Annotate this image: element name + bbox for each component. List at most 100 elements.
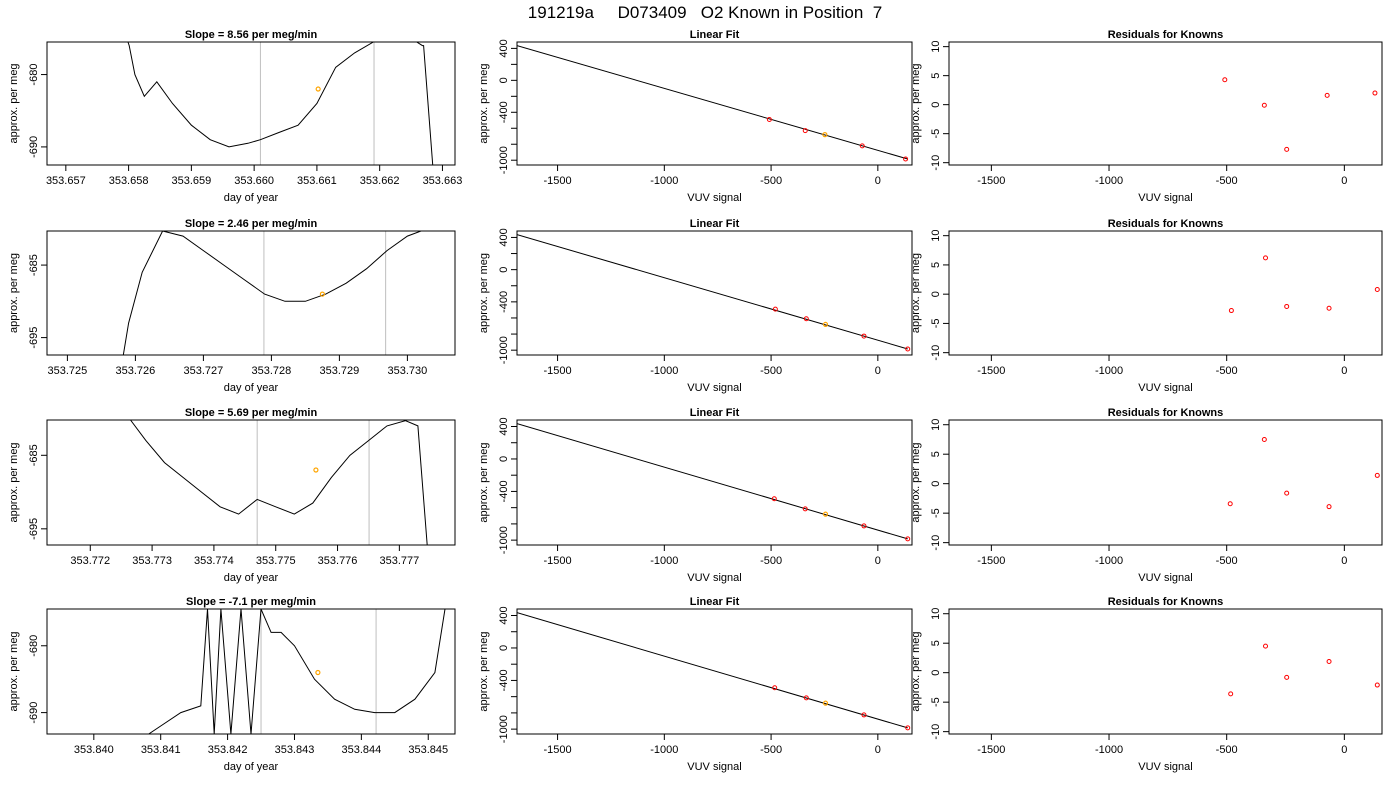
y-tick-label: 0: [498, 77, 510, 83]
panel-title: Slope = 2.46 per meg/min: [185, 218, 318, 230]
known-point: [766, 116, 772, 122]
known-point: [1374, 286, 1380, 292]
known-point: [1372, 90, 1378, 96]
signal-trace: [130, 420, 428, 545]
y-tick-label: -685: [28, 444, 40, 466]
fit-line: [517, 234, 908, 350]
unknown-point: [315, 86, 321, 92]
x-tick-label: -1000: [650, 175, 678, 187]
known-point: [903, 156, 909, 162]
y-axis-title: approx. per meg: [910, 63, 922, 143]
known-point: [1228, 691, 1234, 697]
y-tick-label: -695: [28, 518, 40, 540]
y-tick-label: -10: [930, 535, 942, 551]
x-tick-label: -1000: [1095, 175, 1123, 187]
x-tick-label: 353.772: [70, 555, 110, 567]
plot-frame: [46, 419, 456, 546]
y-tick-label: 0: [930, 670, 942, 676]
plot-area: [127, 42, 434, 165]
x-tick-label: 353.845: [408, 744, 448, 756]
known-point: [1284, 490, 1290, 496]
x-tick-label: -1500: [977, 175, 1005, 187]
signal-trace: [127, 42, 434, 165]
x-tick-label: -500: [760, 555, 782, 567]
panel-slope-4: Slope = -7.1 per meg/min 353.840 353.841 35…: [8, 596, 456, 773]
known-point: [905, 725, 911, 731]
x-tick-label: 0: [1341, 555, 1347, 567]
y-tick-label: 10: [930, 608, 942, 620]
unknown-point: [319, 291, 325, 297]
x-tick-label: 353.777: [379, 555, 419, 567]
y-tick-label: -5: [930, 697, 942, 707]
panel-slope-1: Slope = 8.56 per meg/min 353.657 353.658 35…: [8, 29, 462, 204]
plot-frame: [516, 230, 913, 356]
plot-area: [517, 423, 911, 542]
panel-fit-1: Linear Fit -1500 -1000 -500 0 400 0 -400 -1000 VU…: [478, 29, 913, 204]
known-point: [1263, 255, 1269, 261]
panel-fit-3: Linear Fit -1500 -1000 -500 0 400 0 -400 -1000 VU…: [478, 407, 913, 584]
panel-title: Slope = 5.69 per meg/min: [185, 407, 318, 419]
y-tick-label: -400: [498, 101, 510, 123]
y-tick-label: 0: [498, 267, 510, 273]
plot-frame: [46, 608, 456, 735]
y-axis-title: approx. per meg: [8, 63, 20, 143]
unknown-point: [822, 132, 828, 138]
x-tick-label: 353.663: [423, 175, 463, 187]
signal-trace: [122, 231, 422, 355]
x-axis-title: day of year: [224, 761, 279, 773]
y-tick-label: -10: [930, 155, 942, 171]
panel-title: Residuals for Knowns: [1108, 218, 1224, 230]
panel-resid-2: Residuals for Knowns -1500 -1000 -500 0 10 5 0 -…: [910, 218, 1383, 394]
x-tick-label: 353.844: [341, 744, 381, 756]
y-tick-label: 400: [498, 228, 510, 246]
unknown-point: [315, 669, 321, 676]
y-axis-title: approx. per meg: [8, 442, 20, 522]
x-tick-label: 0: [1341, 744, 1347, 756]
y-tick-label: 10: [930, 419, 942, 431]
x-tick-label: 353.773: [132, 555, 172, 567]
x-axis-title: VUV signal: [1138, 572, 1192, 584]
known-point: [861, 523, 867, 529]
y-tick-label: 0: [930, 481, 942, 487]
x-tick-label: -1000: [650, 365, 678, 377]
known-point: [1228, 308, 1234, 314]
y-axis-title: approx. per meg: [910, 631, 922, 711]
x-tick-label: 353.776: [318, 555, 358, 567]
x-tick-label: 353.841: [141, 744, 181, 756]
known-point: [905, 536, 911, 542]
known-point: [1261, 436, 1267, 442]
y-axis-title: approx. per meg: [478, 442, 490, 522]
x-tick-label: 353.658: [109, 175, 149, 187]
y-tick-label: -5: [930, 319, 942, 329]
plot-area: [1228, 255, 1380, 314]
panel-title: Linear Fit: [690, 596, 740, 608]
plot-frame: [516, 419, 913, 546]
x-tick-label: -500: [1216, 175, 1238, 187]
known-point: [1284, 146, 1290, 152]
plot-area: [122, 231, 422, 355]
unknown-point: [822, 700, 829, 706]
plot-frame: [46, 41, 456, 166]
known-point: [859, 143, 865, 149]
y-tick-label: -1000: [498, 715, 510, 743]
y-tick-label: 0: [930, 102, 942, 108]
y-tick-label: -695: [28, 327, 40, 349]
fit-line: [517, 45, 908, 160]
known-point: [1261, 102, 1267, 108]
known-point: [861, 333, 867, 339]
x-tick-label: 353.661: [297, 175, 337, 187]
y-tick-label: 10: [930, 41, 942, 53]
x-tick-label: -1000: [650, 744, 678, 756]
x-tick-label: 353.774: [194, 555, 234, 567]
panel-fit-2: Linear Fit -1500 -1000 -500 0 400 0 -400 -1000 VU…: [478, 218, 913, 394]
plot-frame: [948, 608, 1383, 735]
x-tick-label: -1000: [650, 555, 678, 567]
panels: Slope = 8.56 per meg/min 353.657 353.658 35…: [8, 29, 1383, 773]
y-axis-title: approx. per meg: [478, 253, 490, 333]
y-tick-label: -5: [930, 129, 942, 139]
panel-title: Linear Fit: [690, 407, 740, 419]
x-tick-label: 0: [875, 744, 881, 756]
x-axis-title: VUV signal: [687, 572, 741, 584]
x-axis-title: VUV signal: [1138, 382, 1192, 394]
